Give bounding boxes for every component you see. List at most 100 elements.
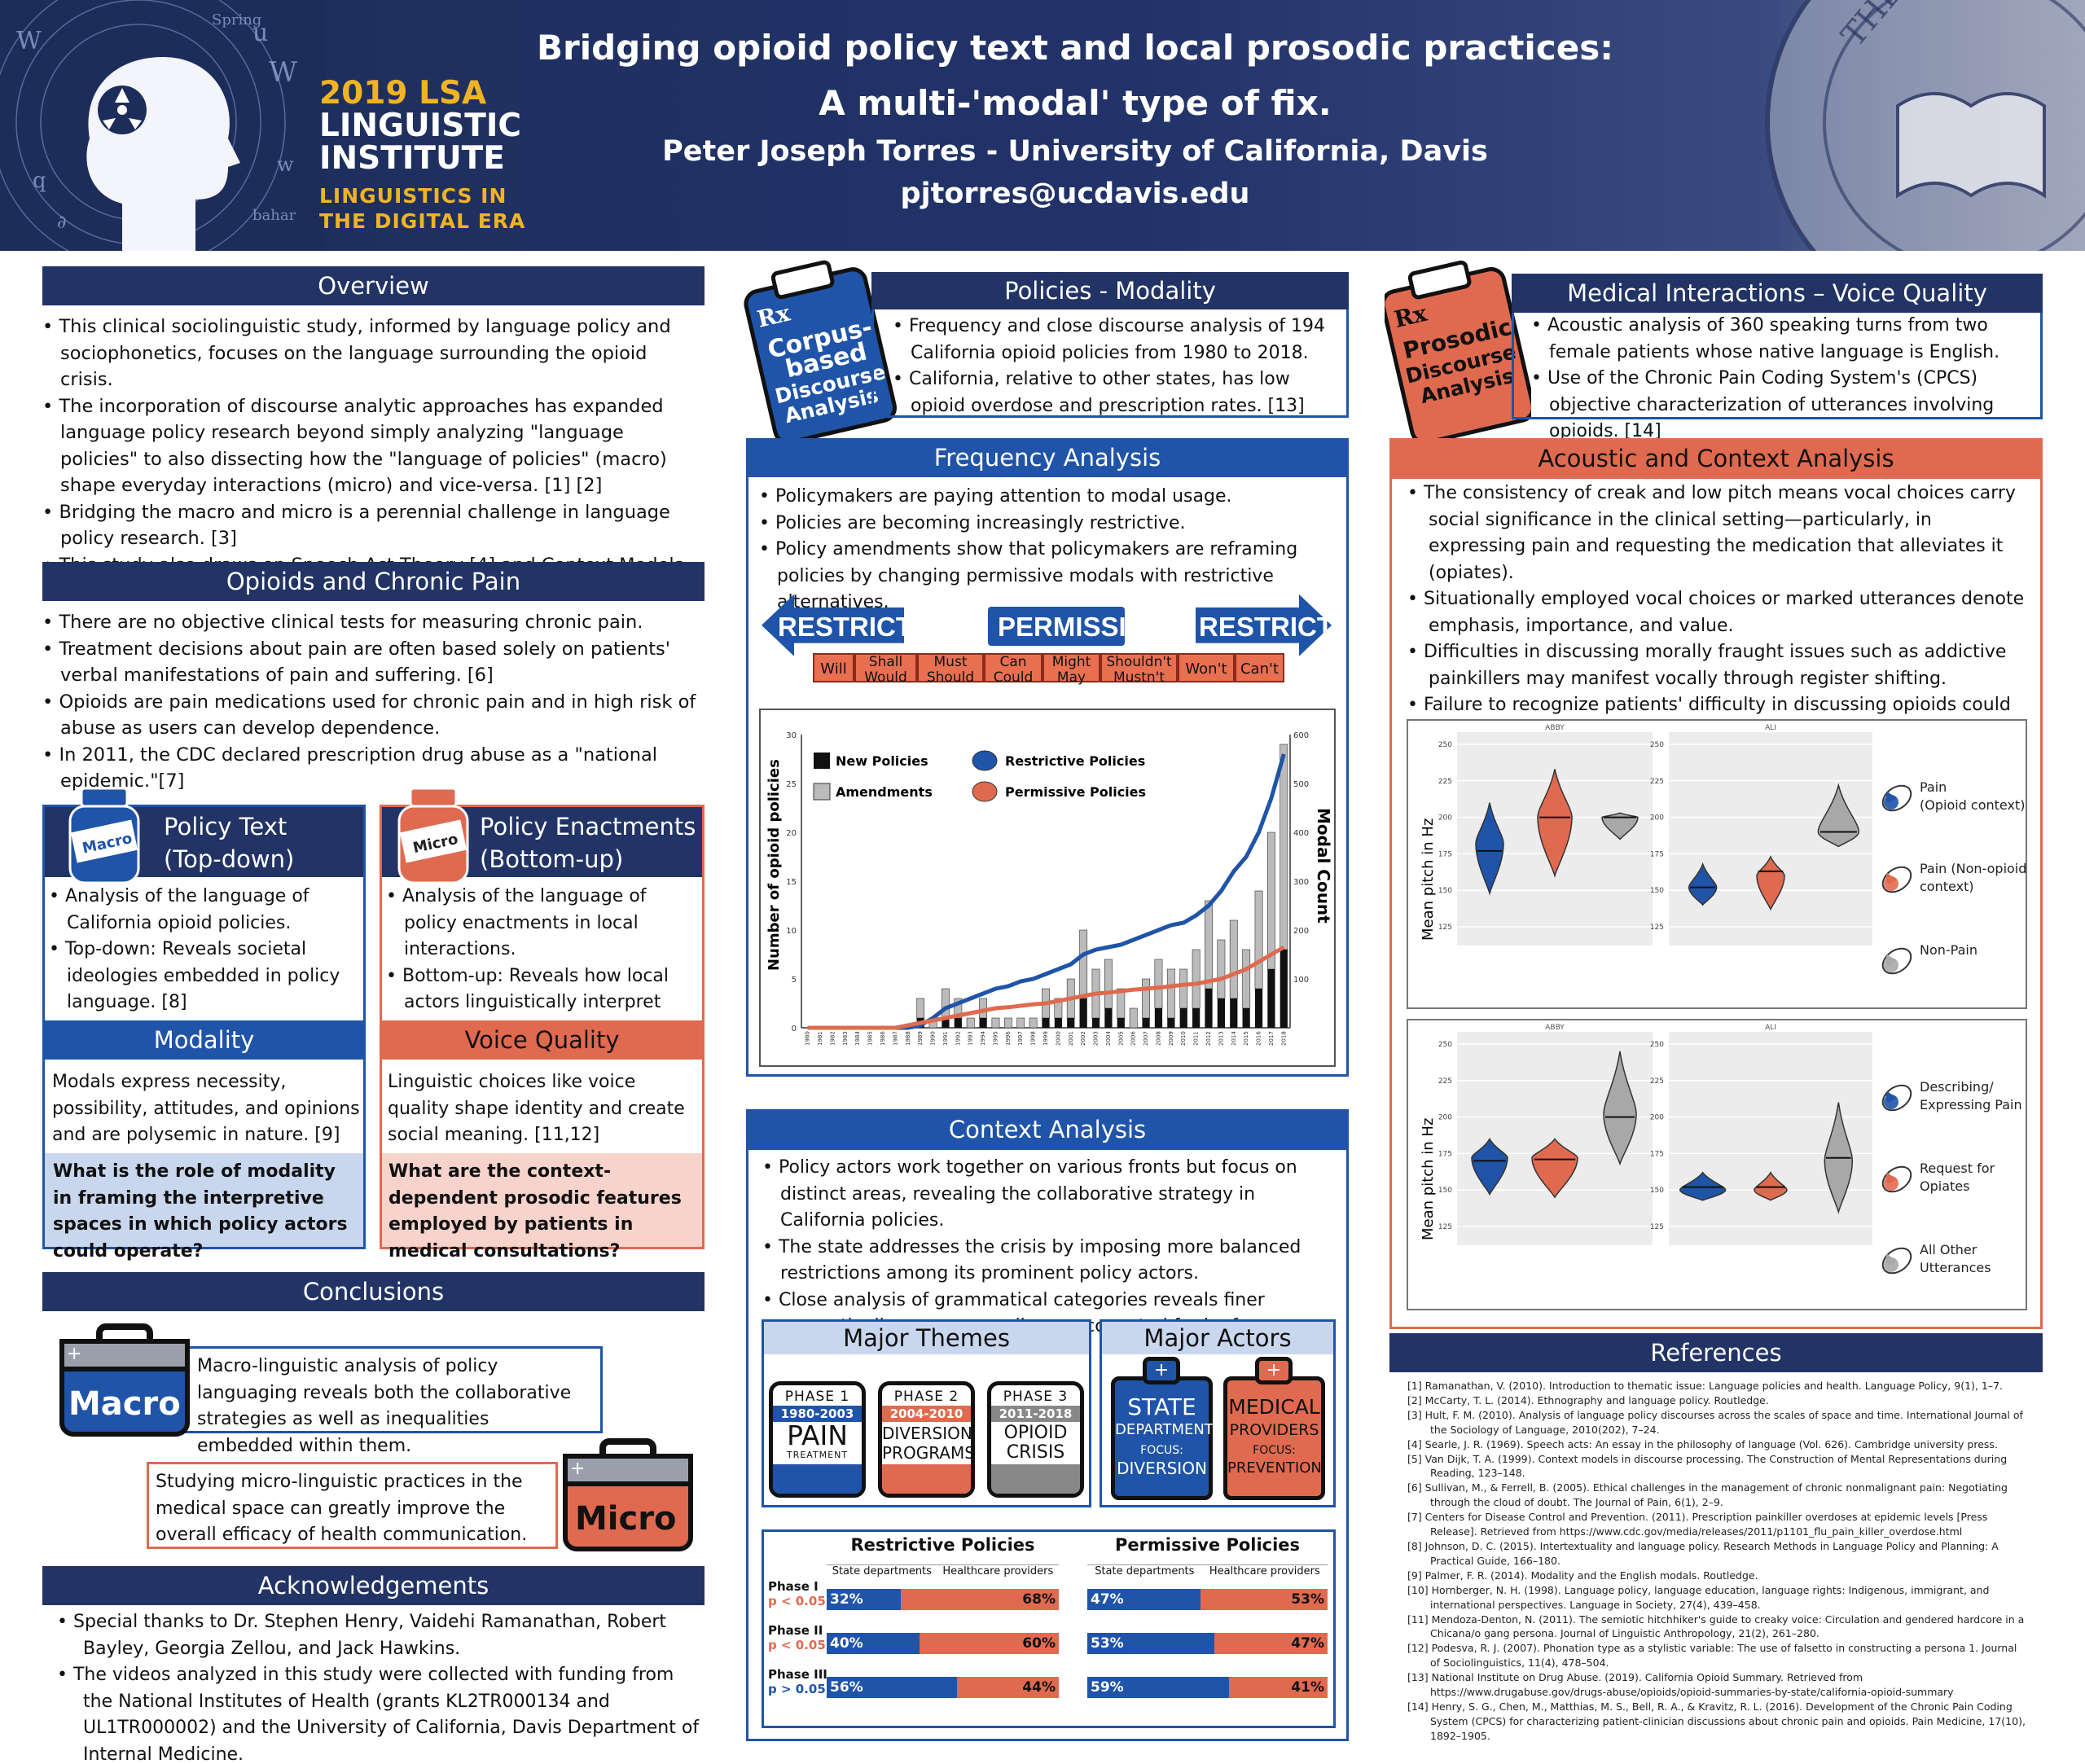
corpus-clipboard-icon: Rx Corpus- based Discourse Analysis <box>744 260 897 445</box>
svg-text:∂: ∂ <box>57 213 66 233</box>
violin-shape <box>1531 1138 1578 1199</box>
x-tick-label: 2000 <box>1055 1031 1061 1046</box>
reference-item: [4] Searle, J. R. (1969). Speech acts: A… <box>1407 1437 1998 1450</box>
x-tick-label: 1986 <box>880 1031 886 1046</box>
amendments-bar <box>991 1017 1000 1029</box>
plus-icon: + <box>1255 1357 1293 1384</box>
violin-shape <box>1471 1137 1508 1196</box>
new-policies-bar <box>1192 1008 1201 1028</box>
author: Peter Joseph Torres - University of Cali… <box>662 135 1488 168</box>
reference-item: [10] Hornberger, N. H. (1998). Language … <box>1407 1583 1990 1611</box>
author-email[interactable]: pjtorres@ucdavis.edu <box>900 178 1250 210</box>
x-tick-label: 1987 <box>892 1031 898 1046</box>
x-tick-label: 2006 <box>1130 1031 1137 1046</box>
modal-can-could: Can Could <box>984 653 1042 686</box>
x-tick-label: 1990 <box>930 1031 937 1046</box>
y-tick-label: 125 <box>1650 924 1664 932</box>
x-tick-label: 1994 <box>980 1031 986 1046</box>
reference-item: [12] Podesva, R. J. (2007). Phonation ty… <box>1407 1642 2017 1670</box>
amendments-bar <box>1229 919 1238 999</box>
healthcare-providers-bar: 60% <box>920 1633 1059 1654</box>
x-tick-label: 2012 <box>1205 1031 1212 1046</box>
violin-legend-label: Describing/ <box>1920 1079 1994 1095</box>
university-seal-icon: THE UNIVERSITY LET THERE BE LIGHT <box>1765 0 2085 251</box>
reference-item: [6] Sullivan, M., & Ferrell, B. (2005). … <box>1407 1481 2008 1509</box>
acoustic-header: Acoustic and Context Analysis <box>1389 438 2043 479</box>
x-tick-label: 1996 <box>1005 1031 1012 1046</box>
modal-must-should: Must Should <box>917 653 984 686</box>
x-tick-label: 2004 <box>1105 1031 1112 1046</box>
y-tick-label: 200 <box>1650 1114 1664 1122</box>
p-value: p < 0.05 <box>768 1594 826 1608</box>
reference-item: [9] Palmer, F. R. (2014). Modality and t… <box>1407 1569 1758 1582</box>
references-list: [1] Ramanathan, V. (2010). Introduction … <box>1407 1379 2026 1744</box>
y-tick-label: 175 <box>1438 850 1452 858</box>
x-tick-label: 2016 <box>1256 1031 1262 1046</box>
state-departments-bar: 53% <box>1087 1633 1215 1654</box>
policy-text-list: Analysis of the language of California o… <box>49 884 362 1016</box>
phase-2-card: PHASE 2 2004-2010 DIVERSION PROGRAMS <box>878 1381 975 1498</box>
state-departments-bar: 47% <box>1087 1589 1201 1610</box>
y2-tick-label: 500 <box>1293 780 1309 789</box>
overview-header: Overview <box>42 266 705 305</box>
new-policies-bar <box>1254 989 1263 1028</box>
amendments-bar <box>1166 968 1175 1019</box>
modality-text: Modals express necessity, possibility, a… <box>52 1072 360 1145</box>
prosodic-clipboard-icon: Rx Prosodic Discourse Analysis <box>1385 260 1531 445</box>
y-tick-label: 200 <box>1650 814 1664 823</box>
modal-will: Will <box>813 653 854 682</box>
violin-plot-utterance-type: ABBY 250 225 200 175 150 125 ALI 250 225 200 175 150… <box>1407 1019 2027 1310</box>
micro-medical-kit-icon: + Micro <box>563 1438 693 1551</box>
y-tick-label: 250 <box>1438 741 1452 749</box>
legend-amendments: Amendments <box>836 784 933 800</box>
modal-scale-arrows: RESTRICTIVE PERMISSIVE RESTRICTIVE <box>762 594 1332 656</box>
state-departments-bar: 59% <box>1087 1677 1230 1698</box>
amendments-bar <box>1179 968 1188 1009</box>
phase-3-card: PHASE 3 2011-2018 OPIOID CRISIS <box>987 1381 1084 1498</box>
x-tick-label: 1997 <box>1017 1031 1024 1046</box>
new-policies-bar <box>1054 1018 1062 1028</box>
x-tick-label: 1993 <box>968 1031 974 1046</box>
y2-tick-label: 200 <box>1293 927 1309 936</box>
plus-icon: + <box>1143 1357 1180 1384</box>
svg-text:Macro: Macro <box>68 1385 181 1423</box>
voice-quality-question: What are the context-dependent prosodic … <box>382 1153 702 1262</box>
amendments-bar <box>942 988 950 1019</box>
y-tick-label: 10 <box>786 927 797 936</box>
phase-label: Phase III <box>768 1667 827 1682</box>
y2-axis-label: Modal Count <box>1314 808 1333 924</box>
new-policies-bar <box>1142 1018 1150 1028</box>
new-policies-bar <box>1242 1008 1250 1028</box>
y-axis-label: Number of opioid policies <box>766 759 783 971</box>
amendments-bar <box>1254 890 1263 990</box>
amendments-bar <box>1192 949 1201 1009</box>
violin-legend-label: Non-Pain <box>1920 942 1977 958</box>
violin-legend-label: Opiates <box>1920 1178 1969 1194</box>
macro-pill-bottle-icon: Macro <box>68 787 140 884</box>
policies-modality-header: Policies - Modality <box>871 272 1349 309</box>
modality-header: Modality <box>42 1020 366 1060</box>
violin-legend-label: All Other <box>1920 1242 1977 1257</box>
y-tick-label: 200 <box>1438 1114 1452 1122</box>
frequency-box <box>746 477 1349 1077</box>
modality-question: What is the role of modality in framing … <box>45 1153 363 1262</box>
reference-item: [8] Johnson, D. C. (2015). Intertextuali… <box>1407 1539 1999 1567</box>
svg-text:Spring: Spring <box>212 11 261 29</box>
svg-text:PERMISSIVE: PERMISSIVE <box>998 612 1162 642</box>
y-tick-label: 250 <box>1650 741 1664 749</box>
overview-list: This clinical sociolinguistic study, inf… <box>42 314 705 605</box>
violin-shape <box>1537 769 1573 878</box>
macro-conclusion: Macro-linguistic analysis of policy lang… <box>183 1346 603 1456</box>
new-policies-bar <box>1079 998 1087 1028</box>
new-policies-bar <box>1179 1008 1187 1028</box>
references-header: References <box>1389 1333 2043 1372</box>
series-line <box>807 945 1285 1030</box>
y-tick-label: 250 <box>1438 1041 1452 1049</box>
modal-shall-would: Shall Would <box>854 653 917 686</box>
amendments-bar <box>1016 1017 1025 1029</box>
amendments-bar <box>1003 1017 1012 1029</box>
violin-shape <box>1603 1051 1637 1166</box>
y-tick-label: 30 <box>786 731 797 740</box>
micro-conclusion: Studying micro-linguistic practices in t… <box>147 1462 558 1549</box>
violin-legend-label: Request for <box>1920 1161 1995 1176</box>
